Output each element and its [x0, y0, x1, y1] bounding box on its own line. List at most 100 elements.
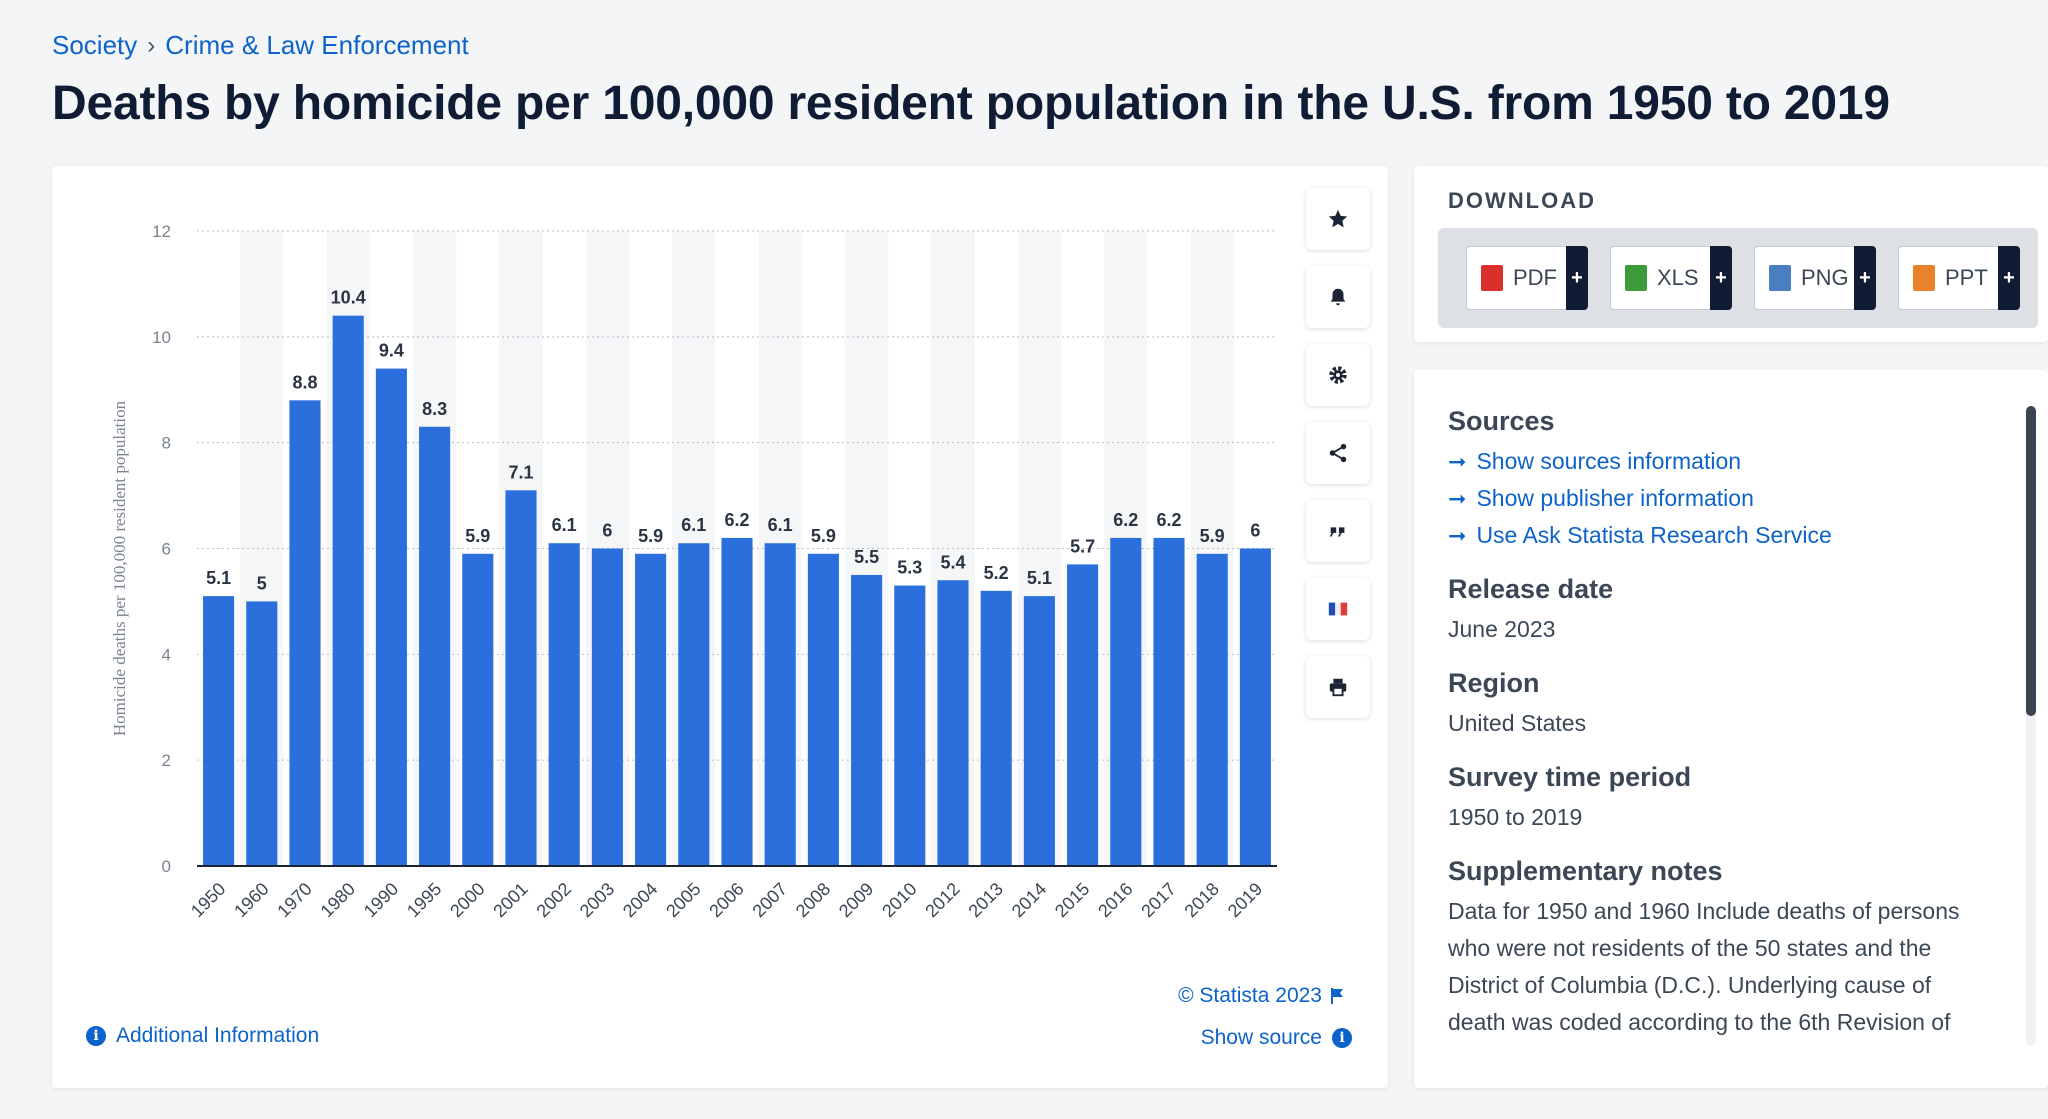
cite-button[interactable] [1306, 500, 1370, 562]
data-label: 6.1 [681, 515, 706, 535]
bar [1196, 553, 1228, 866]
x-tick-label: 2002 [533, 879, 575, 921]
ppt-file-icon [1913, 265, 1935, 291]
language-button[interactable] [1306, 578, 1370, 640]
period-block: Survey time period 1950 to 2019 [1448, 762, 1988, 836]
bar [937, 580, 969, 866]
x-tick-label: 1950 [187, 879, 229, 921]
x-tick-label: 2000 [446, 879, 488, 921]
show-publisher-link[interactable]: ➞ Show publisher information [1448, 480, 1988, 517]
bar [807, 553, 839, 866]
bar [1067, 564, 1099, 866]
bell-icon [1330, 288, 1346, 306]
flag-icon [1328, 602, 1348, 616]
y-tick-label: 8 [162, 434, 171, 453]
x-tick-label: 1960 [230, 879, 272, 921]
breadcrumb: Society › Crime & Law Enforcement [52, 30, 469, 61]
breadcrumb-separator: › [147, 31, 156, 59]
y-tick-label: 4 [162, 645, 171, 664]
star-icon [1328, 209, 1348, 228]
sources-block: Sources ➞ Show sources information ➞ Show … [1448, 406, 1988, 554]
info-icon: i [1332, 1028, 1352, 1048]
flag-marker-icon [1331, 988, 1343, 1004]
download-title: DOWNLOAD [1448, 188, 1596, 213]
region-value: United States [1448, 710, 1587, 736]
x-tick-label: 1980 [317, 879, 359, 921]
bar [332, 315, 364, 866]
data-label: 5.1 [1027, 568, 1052, 588]
alert-button[interactable] [1306, 266, 1370, 328]
show-sources-link[interactable]: ➞ Show sources information [1448, 443, 1988, 480]
favorite-button[interactable] [1306, 188, 1370, 250]
info-scrollbar[interactable] [2026, 406, 2036, 1046]
download-pdf-button[interactable]: PDF + [1466, 246, 1588, 310]
data-label: 5.4 [940, 552, 965, 572]
bar [419, 426, 451, 866]
print-button[interactable] [1306, 656, 1370, 718]
x-tick-label: 2007 [749, 879, 791, 921]
chart-card: 0 2 4 6 8 10 12 Homicide deaths per 100,000 res… [52, 166, 1388, 1088]
x-tick-label: 2013 [965, 879, 1007, 921]
bar [635, 553, 667, 866]
bar-chart: 0 2 4 6 8 10 12 Homicide deaths per 100,000 res… [110, 222, 1277, 921]
bar [1023, 596, 1055, 866]
y-tick-label: 10 [152, 328, 171, 347]
release-value: June 2023 [1448, 616, 1556, 642]
download-xls-button[interactable]: XLS + [1610, 246, 1732, 310]
data-label: 5 [257, 573, 267, 593]
download-ppt-button[interactable]: PPT + [1898, 246, 2020, 310]
x-tick-label: 2006 [705, 879, 747, 921]
bar [591, 548, 623, 866]
data-label: 5.2 [984, 563, 1009, 583]
copyright[interactable]: © Statista 2023 [1178, 984, 1344, 1008]
download-png-button[interactable]: PNG + [1754, 246, 1876, 310]
data-label: 10.4 [331, 288, 366, 308]
chart-toolbar [1306, 188, 1370, 734]
additional-information-link[interactable]: i Additional Information [86, 1024, 319, 1048]
breadcrumb-society[interactable]: Society [52, 30, 138, 60]
page-title: Deaths by homicide per 100,000 resident … [52, 77, 1890, 130]
bar [851, 574, 883, 866]
sources-heading: Sources [1448, 406, 1555, 436]
period-value: 1950 to 2019 [1448, 804, 1583, 830]
data-label: 5.9 [465, 526, 490, 546]
x-tick-label: 1995 [403, 879, 445, 921]
quote-icon [1329, 527, 1345, 537]
x-tick-label: 2017 [1137, 879, 1179, 921]
download-card: DOWNLOAD PDF + XLS + PNG + PPT + [1414, 166, 2048, 342]
show-source-link[interactable]: Show source i [1201, 1026, 1352, 1050]
y-tick-label: 0 [162, 857, 171, 876]
plus-icon: + [1566, 246, 1588, 310]
arrow-right-icon: ➞ [1448, 522, 1467, 548]
download-ppt-label: PPT [1945, 265, 1988, 290]
show-sources-text: Show sources information [1476, 448, 1742, 474]
data-label: 6.2 [1156, 510, 1181, 530]
x-tick-label: 2003 [576, 879, 618, 921]
info-icon: i [86, 1026, 106, 1046]
data-label: 5.9 [811, 526, 836, 546]
scrollbar-thumb[interactable] [2026, 406, 2036, 716]
data-label: 8.3 [422, 399, 447, 419]
bar [289, 400, 321, 866]
data-label: 6.2 [1113, 510, 1138, 530]
bar [548, 543, 580, 866]
release-block: Release date June 2023 [1448, 574, 1988, 648]
bar [505, 490, 537, 866]
share-button[interactable] [1306, 422, 1370, 484]
x-tick-label: 1990 [360, 879, 402, 921]
statistic-info-card: Sources ➞ Show sources information ➞ Show … [1414, 370, 2048, 1088]
x-tick-label: 2019 [1224, 879, 1266, 921]
bar [203, 596, 235, 866]
bar [980, 590, 1012, 866]
notes-text: Data for 1950 and 1960 Include deaths of… [1448, 898, 1960, 1035]
research-service-link[interactable]: ➞ Use Ask Statista Research Service [1448, 517, 1988, 554]
data-label: 6 [602, 521, 612, 541]
x-tick-label: 1970 [273, 879, 315, 921]
data-label: 5.9 [638, 526, 663, 546]
download-bar: PDF + XLS + PNG + PPT + [1438, 228, 2038, 328]
breadcrumb-crime[interactable]: Crime & Law Enforcement [165, 30, 469, 60]
copyright-text: © Statista 2023 [1178, 984, 1322, 1007]
research-service-text: Use Ask Statista Research Service [1476, 522, 1832, 548]
settings-button[interactable] [1306, 344, 1370, 406]
plus-icon: + [1998, 246, 2020, 310]
